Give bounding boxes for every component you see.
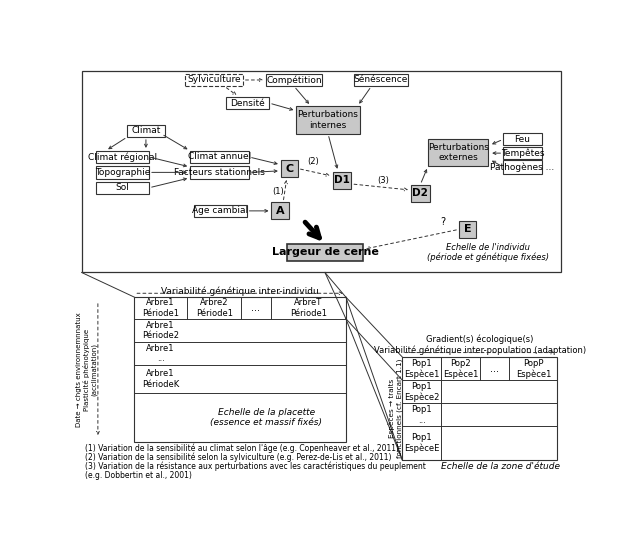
Bar xyxy=(190,151,249,163)
Text: Largeur de cerne: Largeur de cerne xyxy=(271,247,379,257)
Bar xyxy=(185,74,243,86)
Text: Climat annuel: Climat annuel xyxy=(188,153,251,161)
Text: (2): (2) xyxy=(308,157,319,166)
Text: Arbre1
Période1: Arbre1 Période1 xyxy=(142,298,179,317)
Text: Perturbations
externes: Perturbations externes xyxy=(428,143,489,162)
Bar xyxy=(127,125,165,137)
Text: E: E xyxy=(463,224,472,234)
Bar xyxy=(96,151,149,163)
Bar xyxy=(96,166,149,179)
Text: (1): (1) xyxy=(273,187,284,196)
Text: Variabilité génétique inter-individu: Variabilité génétique inter-individu xyxy=(161,286,319,296)
Bar xyxy=(134,297,346,442)
Text: Espèces → traits
fonctionnels (cf. Encart 1.1): Espèces → traits fonctionnels (cf. Encar… xyxy=(388,359,403,458)
Bar xyxy=(281,160,298,177)
Text: PopP
Espèce1: PopP Espèce1 xyxy=(516,359,551,379)
Bar xyxy=(296,106,360,134)
Text: Sylviculture: Sylviculture xyxy=(187,75,241,84)
Text: Date → chgts environnemnnatux
Plasticité phénotypique
(acclimatation): Date → chgts environnemnnatux Plasticité… xyxy=(76,312,98,427)
Text: Arbre1
PériodeK: Arbre1 PériodeK xyxy=(142,369,179,389)
Text: Pop1
EspèceE: Pop1 EspèceE xyxy=(404,434,440,453)
Text: Echelle de la placette
(essence et massif fixés): Echelle de la placette (essence et massi… xyxy=(210,408,322,428)
Bar xyxy=(287,244,363,261)
Text: ...: ... xyxy=(251,303,261,313)
Text: D1: D1 xyxy=(334,175,350,185)
Text: Topographie: Topographie xyxy=(95,168,150,177)
Bar xyxy=(503,160,542,174)
Text: (période et génétique fixées): (période et génétique fixées) xyxy=(426,252,549,262)
Text: (3): (3) xyxy=(377,176,389,185)
Text: (e.g. Dobbertin et al., 2001): (e.g. Dobbertin et al., 2001) xyxy=(85,471,192,480)
Bar xyxy=(190,166,249,179)
Text: Pop1
...: Pop1 ... xyxy=(411,405,432,425)
Bar xyxy=(225,97,269,109)
Bar xyxy=(82,71,561,273)
Text: ?: ? xyxy=(440,217,445,226)
Bar xyxy=(266,74,322,86)
Text: A: A xyxy=(276,206,284,216)
Bar xyxy=(194,205,247,217)
Text: Tempêtes: Tempêtes xyxy=(501,148,544,158)
Bar xyxy=(96,182,149,194)
Text: Perturbations
internes: Perturbations internes xyxy=(298,110,359,129)
Text: Arbre1
...: Arbre1 ... xyxy=(146,344,175,363)
Text: Echelle de la zone d'étude: Echelle de la zone d'étude xyxy=(441,462,560,471)
Bar xyxy=(428,138,489,166)
Text: Sénéscence: Sénéscence xyxy=(354,75,408,84)
Text: (1) Variation de la sensibilité au climat selon l'âge (e.g. Copenheaver et al., : (1) Variation de la sensibilité au clima… xyxy=(85,444,399,453)
Text: C: C xyxy=(285,164,293,174)
Text: Arbre1
Période2: Arbre1 Période2 xyxy=(142,321,179,340)
Text: Pop1
Espèce2: Pop1 Espèce2 xyxy=(404,382,440,402)
Text: Pop1
Espèce1: Pop1 Espèce1 xyxy=(404,359,440,379)
Text: Pathogènes ...: Pathogènes ... xyxy=(490,162,555,172)
Text: D2: D2 xyxy=(413,188,428,198)
Text: Gradient(s) écologique(s)
Variabilité génétique inter-population (adaptation): Gradient(s) écologique(s) Variabilité gé… xyxy=(374,334,586,355)
Bar xyxy=(459,221,476,238)
Bar xyxy=(333,171,351,188)
Text: Pop2
Espèce1: Pop2 Espèce1 xyxy=(443,359,479,379)
Bar xyxy=(354,74,408,86)
Bar xyxy=(503,133,542,145)
Text: ArbreT
Période1: ArbreT Période1 xyxy=(290,298,327,317)
Bar xyxy=(403,357,558,460)
Text: Facteurs stationnels: Facteurs stationnels xyxy=(174,168,265,177)
Text: Compétition: Compétition xyxy=(266,75,322,85)
Text: Climat régional: Climat régional xyxy=(88,152,157,162)
Text: (2) Variation de la sensibilité selon la sylviculture (e.g. Perez-de-Lis et al.,: (2) Variation de la sensibilité selon la… xyxy=(85,452,391,462)
Text: Feu: Feu xyxy=(514,135,531,144)
Bar xyxy=(271,202,288,219)
Bar xyxy=(411,185,430,202)
Text: Echelle de l'individu: Echelle de l'individu xyxy=(446,242,529,252)
Bar xyxy=(503,147,542,159)
Text: Densité: Densité xyxy=(230,99,265,107)
Text: Climat: Climat xyxy=(131,126,161,136)
Text: Age cambial: Age cambial xyxy=(192,207,249,215)
Text: ...: ... xyxy=(490,364,499,374)
Text: Arbre2
Période1: Arbre2 Période1 xyxy=(196,298,232,317)
Text: (3) Variation de la résistance aux perturbations avec les caractéristiques du pe: (3) Variation de la résistance aux pertu… xyxy=(85,462,426,471)
Text: Sol: Sol xyxy=(116,183,129,192)
